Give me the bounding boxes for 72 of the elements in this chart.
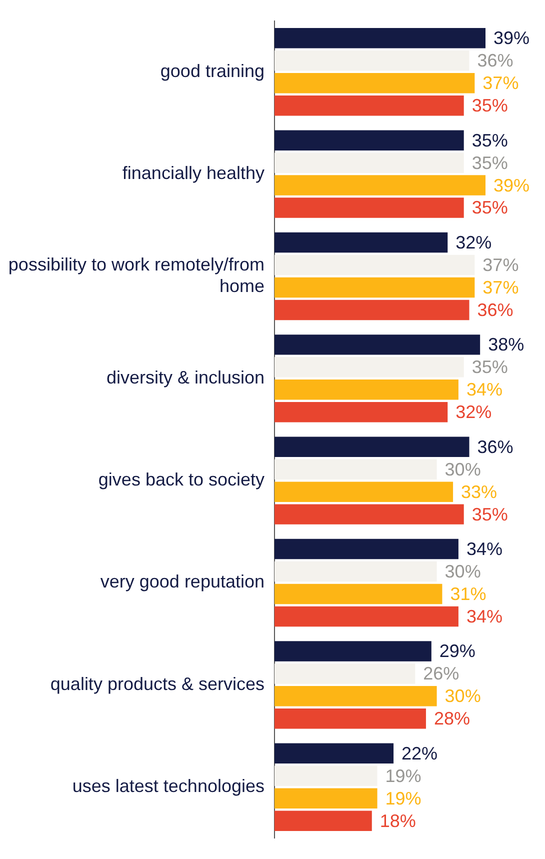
bar: [274, 606, 458, 627]
data-label: 35%: [472, 504, 508, 524]
bar: [274, 50, 470, 71]
bar: [274, 708, 426, 729]
data-label: 35%: [472, 198, 508, 218]
y-tick-label: very good reputation: [100, 572, 264, 592]
data-label: 29%: [439, 641, 476, 662]
data-label: 33%: [461, 482, 498, 502]
bar: [274, 334, 480, 355]
data-label: 35%: [472, 152, 508, 173]
bar: [274, 152, 464, 173]
y-tick-label: quality products & services: [50, 674, 264, 694]
y-tick-label: diversity & inclusion: [106, 367, 264, 388]
bar: [274, 300, 470, 320]
bar: [274, 538, 458, 560]
data-label: 37%: [482, 254, 519, 275]
data-label: 22%: [402, 743, 438, 764]
bar: [274, 810, 372, 831]
bar: [274, 95, 464, 116]
data-label: 28%: [434, 708, 470, 729]
data-label: 36%: [477, 50, 514, 71]
bar: [274, 459, 437, 480]
data-label: 36%: [477, 300, 514, 320]
bar: [274, 198, 464, 218]
data-label: 31%: [450, 584, 486, 604]
data-label: 32%: [456, 402, 492, 422]
y-tick-label: gives back to society: [98, 470, 264, 490]
y-tick-label: financially healthy: [122, 163, 264, 184]
bar: [274, 402, 448, 422]
bar: [274, 277, 475, 298]
bar: [274, 561, 437, 582]
data-label: 30%: [444, 459, 481, 480]
data-label: 30%: [444, 686, 481, 706]
data-label: 39%: [493, 175, 530, 196]
bar: [274, 28, 486, 48]
bar: [274, 436, 470, 457]
data-label: 35%: [472, 130, 508, 150]
data-label: 19%: [385, 766, 422, 786]
bar: [274, 686, 437, 706]
bar: [274, 130, 464, 150]
data-label: 36%: [477, 436, 514, 457]
bar: [274, 482, 454, 502]
data-label: 35%: [472, 357, 508, 378]
data-label: 34%: [466, 606, 502, 626]
data-label: 26%: [423, 664, 460, 684]
bar: [274, 664, 416, 684]
data-label: 18%: [380, 810, 416, 831]
bar: [274, 357, 464, 378]
bar: [274, 504, 464, 524]
data-label: 32%: [456, 232, 492, 252]
bar: [274, 743, 394, 764]
data-label: 39%: [493, 28, 530, 48]
y-tick-label: uses latest technologies: [72, 776, 264, 796]
data-label: 37%: [482, 73, 519, 94]
bar: [274, 788, 378, 808]
data-label: 30%: [444, 561, 481, 582]
data-label: 37%: [482, 277, 519, 298]
y-tick-label: good training: [160, 60, 264, 81]
bar: [274, 254, 475, 276]
bar: [274, 641, 432, 662]
y-tick-label: possibility to work remotely/from home: [8, 254, 264, 296]
bar: [274, 232, 448, 253]
data-label: 34%: [466, 380, 502, 400]
data-label: 34%: [466, 539, 502, 560]
data-label: 19%: [385, 788, 422, 808]
bar: [274, 584, 442, 604]
bar: [274, 380, 458, 400]
data-label: 38%: [488, 334, 524, 355]
bar: [274, 73, 475, 94]
bar: [274, 175, 486, 196]
data-label: 35%: [472, 96, 508, 116]
bar: [274, 766, 378, 786]
